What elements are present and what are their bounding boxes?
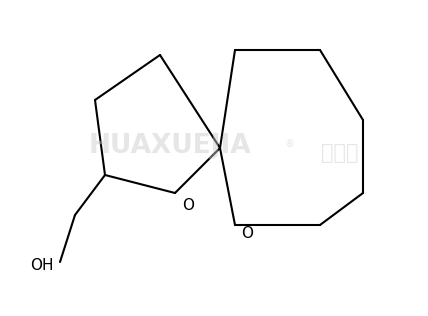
Text: 化学加: 化学加 bbox=[321, 143, 359, 163]
Text: O: O bbox=[241, 227, 253, 241]
Text: ®: ® bbox=[285, 139, 295, 149]
Text: O: O bbox=[182, 198, 194, 212]
Text: HUAXUEJIA: HUAXUEJIA bbox=[89, 133, 251, 159]
Text: OH: OH bbox=[30, 258, 54, 272]
